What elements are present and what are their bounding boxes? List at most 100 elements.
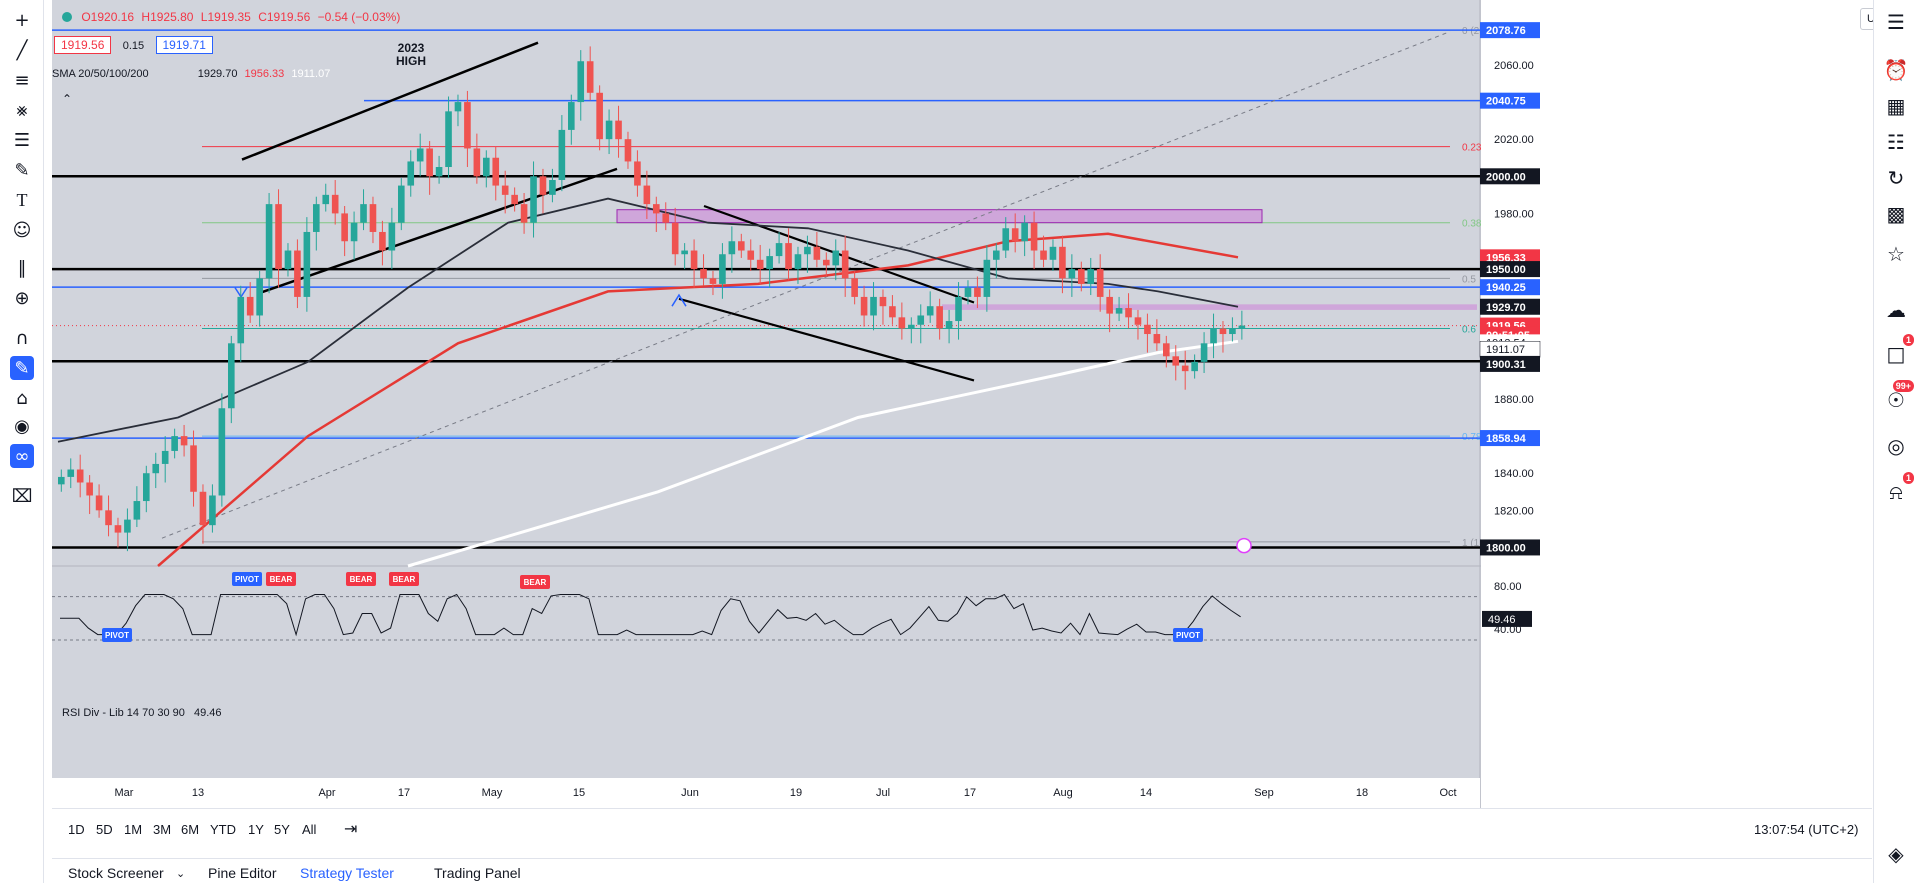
calendar-icon[interactable]: ▩: [1886, 202, 1906, 226]
alarm-icon[interactable]: ⏰: [1883, 58, 1909, 82]
range-5d-button[interactable]: 5D: [96, 822, 113, 837]
eye-icon[interactable]: ◉: [14, 415, 30, 437]
candle-body: [955, 296, 962, 322]
unlock-icon[interactable]: ⌂: [16, 387, 28, 409]
broadcast-icon[interactable]: ◎: [1887, 434, 1905, 458]
range-all-button[interactable]: All: [302, 822, 317, 837]
price-label-bg: [1480, 355, 1540, 372]
range-1d-button[interactable]: 1D: [68, 822, 85, 837]
trash-icon[interactable]: ⌧: [11, 485, 33, 507]
candle-body: [1078, 269, 1085, 284]
candle-body: [1144, 324, 1151, 335]
price-label-bg: [1480, 430, 1540, 447]
candle-body: [265, 204, 273, 279]
candle-body: [1172, 356, 1180, 366]
time-axis-label: 13: [192, 787, 204, 799]
footer-panel-tabs: Stock Screener ⌄ Pine Editor Strategy Te…: [52, 858, 1872, 883]
range-3m-button[interactable]: 3M: [153, 822, 172, 837]
candle-body: [209, 495, 216, 526]
streams-badge: 99+: [1892, 380, 1914, 392]
chart-pane[interactable]: 0 (2 0.23 0.38 0.5 0.6 0.78 1 (1 PIVOT BEAR BEAR…: [52, 0, 1916, 808]
chat-icon[interactable]: □ 1: [1882, 334, 1914, 368]
fib-level-label: 0.5: [1462, 274, 1476, 285]
candle-body: [1181, 365, 1189, 372]
refresh-icon[interactable]: ↻: [1887, 166, 1905, 190]
tab-stock-screener[interactable]: Stock Screener: [68, 865, 164, 881]
rsi-label: RSI Div - Lib 14 70 30 90: [62, 707, 185, 719]
magnet-icon[interactable]: ∩: [15, 327, 29, 349]
link-icon[interactable]: ∞: [10, 444, 34, 468]
candle-body: [945, 321, 953, 329]
price-label: 1929.70: [1480, 298, 1540, 315]
fib-icon[interactable]: ☰: [13, 129, 31, 151]
candle-body: [407, 161, 415, 186]
watchlist-icon[interactable]: ☰: [1887, 10, 1905, 34]
candle-body: [360, 204, 367, 223]
trendline-icon[interactable]: ╱: [16, 39, 28, 61]
range-1m-button[interactable]: 1M: [124, 822, 143, 837]
tab-strategy-tester[interactable]: Strategy Tester: [300, 865, 394, 881]
bid-ask-box: 1919.56 0.15 1919.71: [54, 36, 213, 54]
chevron-down-icon[interactable]: ⌄: [176, 867, 186, 880]
cloud-icon[interactable]: ☁: [1886, 298, 1906, 322]
ohlc-low: L1919.35: [200, 10, 251, 24]
candle-body: [898, 317, 906, 329]
text-icon[interactable]: T: [16, 189, 28, 210]
bell-icon[interactable]: ⍾ 1: [1882, 472, 1914, 506]
brush-icon[interactable]: ✎: [14, 159, 30, 181]
candle-body: [577, 61, 585, 103]
range-5y-button[interactable]: 5Y: [274, 822, 290, 837]
rsi-marker-label: BEAR: [393, 575, 416, 584]
candle-body: [1229, 328, 1236, 335]
range-1y-button[interactable]: 1Y: [248, 822, 264, 837]
streams-icon[interactable]: ☉ 99+: [1882, 380, 1914, 414]
layers-icon[interactable]: ◈: [1888, 842, 1904, 866]
range-6m-button[interactable]: 6M: [181, 822, 200, 837]
clock-timezone[interactable]: 13:07:54 (UTC+2): [1754, 822, 1859, 837]
price-label-text: 1858.94: [1486, 433, 1527, 445]
collapse-legend-icon[interactable]: ⌃: [62, 92, 73, 106]
candle-body: [1068, 269, 1076, 279]
lock-draw-icon[interactable]: ✎: [10, 356, 34, 380]
tab-pine-editor[interactable]: Pine Editor: [208, 865, 277, 881]
candle-body: [284, 250, 292, 270]
pattern-icon[interactable]: ⨳: [16, 99, 28, 121]
candle-body: [1002, 228, 1010, 251]
price-label-text: 1911.07: [1486, 344, 1525, 356]
rsi-tick-80: 80.00: [1494, 581, 1522, 593]
candle-body: [539, 176, 547, 195]
candle-body: [926, 306, 934, 316]
goto-date-icon[interactable]: ⇥: [344, 819, 358, 838]
candle-body: [67, 469, 75, 477]
right-widget-bar: ☰ ⏰ ▦ ☷ ↻ ▩ ☆ ☁ □ 1 ☉ 99+ ◎ ⍾ 1 ◈: [1873, 0, 1917, 883]
time-axis-label: 15: [573, 787, 585, 799]
candle-body: [133, 501, 141, 520]
idea-icon[interactable]: ☆: [1887, 242, 1905, 266]
sma-value-20: 1929.70: [197, 68, 238, 80]
ohlc-close: C1919.56: [258, 10, 311, 24]
ruler-icon[interactable]: ∥: [17, 257, 27, 279]
emoji-icon[interactable]: ☺: [12, 219, 32, 241]
screener-icon[interactable]: ▦: [1886, 94, 1906, 118]
rsi-legend[interactable]: RSI Div - Lib 14 70 30 90 49.46: [62, 707, 222, 719]
zoom-in-icon[interactable]: ⊕: [14, 287, 30, 309]
price-chart-svg[interactable]: 0 (20.230.380.50.60.781 (1 PIVOT BEAR BEAR…: [52, 0, 1872, 808]
horizontal-lines-icon[interactable]: ≡: [14, 69, 30, 91]
tab-trading-panel[interactable]: Trading Panel: [434, 865, 521, 881]
ask-price[interactable]: 1919.71: [155, 36, 213, 54]
price-label-bg: [1480, 539, 1540, 556]
bid-price[interactable]: 1919.56: [54, 36, 112, 54]
trend-channel-lower: [258, 167, 618, 295]
rsi-signal-marker: BEAR: [266, 572, 296, 586]
fib-level-label: 0.23: [1462, 143, 1482, 154]
calendar-list-icon[interactable]: ☷: [1887, 130, 1905, 154]
sma-legend[interactable]: SMA 20/50/100/200 1929.70 1956.33 1911.0…: [52, 68, 330, 80]
crosshair-icon[interactable]: +: [14, 9, 30, 31]
candle-body: [671, 222, 679, 255]
candle-body: [530, 176, 537, 223]
price-label-text: 1929.70: [1486, 302, 1526, 314]
pivot-arrow-up: [671, 293, 687, 307]
rsi-marker-box: [232, 572, 262, 586]
sma-50-line: [157, 232, 1239, 567]
range-ytd-button[interactable]: YTD: [210, 822, 236, 837]
